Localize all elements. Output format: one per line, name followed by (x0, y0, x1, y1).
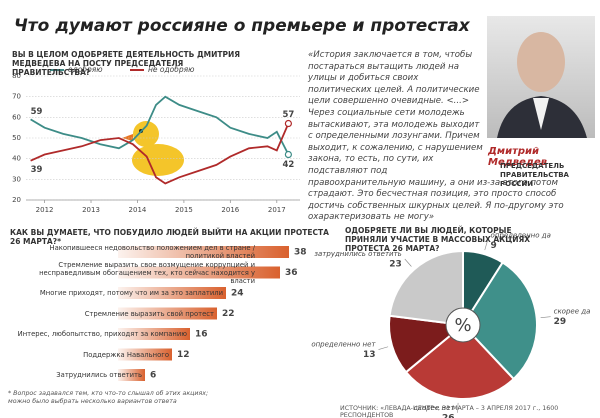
photo-face (517, 32, 565, 92)
leader-line (404, 258, 412, 267)
pie-slice (461, 261, 538, 381)
legend-label: не одобряю (148, 65, 194, 74)
leader-line (378, 346, 389, 350)
photo-shirt (533, 98, 549, 130)
bar (118, 246, 289, 258)
pie-center (445, 307, 481, 343)
y-tick-label: 60 (12, 113, 21, 121)
data-label: 59 (31, 107, 43, 117)
pie-slice (388, 249, 464, 327)
bar-label: Стремление выразить свой протест (84, 309, 214, 318)
pie-value: 23 (389, 259, 402, 269)
data-label: 57 (282, 110, 294, 120)
bar-label: Затруднились ответить (56, 371, 142, 379)
bar-value: 22 (222, 309, 235, 319)
duck-beak (122, 134, 133, 141)
end-point (284, 150, 292, 159)
bar-value: 16 (195, 330, 208, 340)
duck-body (132, 144, 184, 176)
data-label: 39 (31, 165, 43, 175)
data-label: 42 (282, 160, 294, 170)
pie-label: определенно да (491, 231, 551, 239)
pie-label: определенно нет (311, 341, 376, 349)
pie-slice (404, 323, 516, 400)
bar-value: 6 (150, 371, 156, 381)
series-line (30, 123, 290, 185)
legend-label: одобряю (68, 65, 103, 74)
bar-value: 36 (285, 268, 298, 278)
pie-slice (388, 314, 466, 374)
leader-line (484, 240, 488, 251)
bar (118, 348, 172, 361)
x-tick-label: 2017 (268, 206, 286, 214)
pie-label: скорее нет (414, 404, 456, 412)
pie-label: затруднились ответить (314, 250, 402, 258)
bar (118, 287, 226, 299)
y-tick-label: 40 (12, 155, 21, 163)
footnote: * Вопрос задавался тем, кто что-то слыша… (8, 390, 209, 405)
x-tick-label: 2016 (221, 206, 239, 214)
person-position: ПРЕДСЕДАТЕЛЬ ПРАВИТЕЛЬСТВА РОССИИ (500, 162, 569, 188)
y-tick-label: 20 (12, 196, 21, 204)
bar (118, 369, 145, 381)
pie-value: 26 (442, 413, 455, 418)
x-tick-label: 2015 (175, 206, 193, 214)
duck (122, 121, 184, 176)
source: ИСТОЧНИК: «ЛЕВАДА-ЦЕНТР», 31 МАРТА – 3 А… (340, 405, 559, 418)
bar-value: 12 (177, 350, 190, 360)
quote-text: «История заключается в том, чтобы постар… (308, 50, 564, 223)
x-tick-label: 2013 (82, 206, 100, 214)
pie-center-label: % (454, 315, 471, 336)
bar-chart-title: КАК ВЫ ДУМАЕТЕ, ЧТО ПОБУДИЛО ЛЮДЕЙ ВЫЙТИ… (10, 228, 329, 246)
bar-label: Поддержка Навального (83, 350, 169, 359)
y-tick-label: 50 (12, 134, 21, 142)
leader-line (540, 316, 551, 318)
end-point (284, 119, 292, 128)
bar-value: 24 (231, 289, 244, 299)
y-tick-label: 80 (12, 72, 21, 80)
bar (118, 328, 190, 340)
person-name: Дмитрий Медведев (488, 146, 548, 168)
bar-label: Стремление выразить свое возмущение корр… (39, 260, 255, 285)
pie-value: 13 (363, 350, 376, 360)
quote: «История заключается в том, чтобы постар… (308, 50, 595, 224)
bar (118, 266, 280, 279)
leader-line (457, 402, 459, 413)
bar-label: Многие приходят, потому что им за это за… (39, 289, 223, 297)
pie-value: 9 (491, 241, 497, 251)
duck-head (133, 121, 159, 147)
series-line (30, 95, 290, 155)
bar (118, 307, 217, 320)
pie-label: скорее да (554, 308, 591, 316)
bar-value: 38 (294, 248, 307, 258)
pie-chart-title: ОДОБРЯЕТЕ ЛИ ВЫ ЛЮДЕЙ, КОТОРЫЕ ПРИНЯЛИ У… (345, 226, 531, 253)
x-tick-label: 2012 (36, 206, 54, 214)
pie-value: 29 (554, 317, 567, 327)
y-tick-label: 70 (12, 93, 21, 101)
y-tick-label: 30 (12, 175, 21, 183)
line-chart-title: ВЫ В ЦЕЛОМ ОДОБРЯЕТЕ ДЕЯТЕЛЬНОСТЬ ДМИТРИ… (12, 50, 241, 77)
bar-label: Накопившееся недовольство положением дел… (49, 244, 255, 260)
page-title: Что думают россияне о премьере и протест… (14, 16, 470, 36)
bar-label: Интерес, любопытство, приходят за компан… (17, 330, 187, 338)
x-tick-label: 2014 (129, 206, 147, 214)
